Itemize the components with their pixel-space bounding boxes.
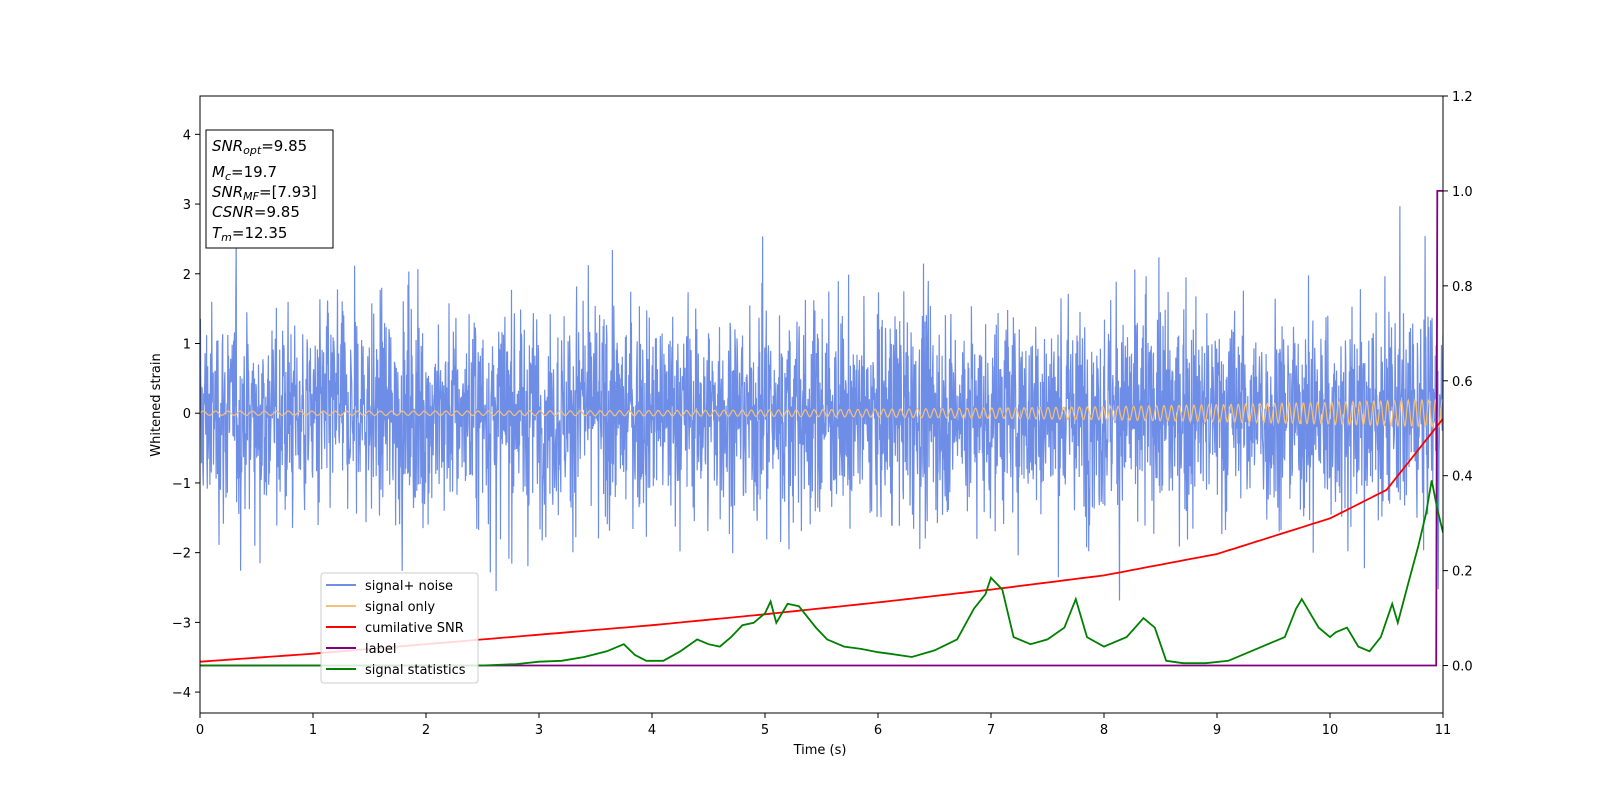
legend-label-signal-plus-noise: signal+ noise — [365, 579, 453, 594]
legend-label-label: label — [365, 642, 396, 657]
y-tick-label: 0 — [183, 407, 191, 422]
y2-tick-label: 0.2 — [1452, 565, 1473, 580]
x-tick-label: 3 — [535, 723, 543, 738]
series-label — [200, 190, 1443, 667]
x-tick-label: 8 — [1100, 723, 1108, 738]
x-axis: 0 1 2 3 4 5 6 7 8 9 10 11 — [196, 713, 1451, 738]
series-signal-plus-noise — [200, 206, 1443, 601]
y-tick-label: −3 — [172, 616, 191, 631]
legend-label-cumulative-snr: cumilative SNR — [365, 621, 464, 636]
y2-tick-label: 1.0 — [1452, 185, 1473, 200]
y-tick-label: −1 — [172, 477, 191, 492]
x-tick-label: 11 — [1435, 723, 1452, 738]
y-axis-right: 1.2 1.0 0.8 0.6 0.4 0.2 0.0 — [1443, 90, 1473, 675]
y-tick-label: −4 — [172, 686, 191, 701]
y-tick-label: 3 — [183, 198, 191, 213]
x-tick-label: 7 — [987, 723, 995, 738]
annotation-snr-mf: SNRMF=[7.93] — [212, 183, 317, 203]
x-tick-label: 2 — [422, 723, 430, 738]
metrics-annotation: SNRopt=9.85 Mc=19.7 SNRMF=[7.93] CSNR=9.… — [205, 129, 334, 249]
legend-label-signal-only: signal only — [365, 600, 435, 615]
y2-tick-label: 0.6 — [1452, 375, 1473, 390]
annotation-snr-opt: SNRopt=9.85 — [212, 137, 307, 157]
x-tick-label: 6 — [874, 723, 882, 738]
y-tick-label: −2 — [172, 547, 191, 562]
x-tick-label: 9 — [1213, 723, 1221, 738]
annotation-box — [205, 129, 334, 249]
series-signal-statistics — [200, 480, 1443, 667]
y2-tick-label: 0.4 — [1452, 470, 1473, 485]
signal-plus-noise-line — [200, 206, 1443, 601]
signal-statistics-line — [200, 480, 1443, 667]
y2-tick-label: 0.0 — [1452, 660, 1473, 675]
x-tick-label: 1 — [309, 723, 317, 738]
x-tick-label: 10 — [1322, 723, 1339, 738]
label-line — [200, 190, 1443, 667]
y2-tick-label: 1.2 — [1452, 90, 1473, 105]
x-tick-label: 5 — [761, 723, 769, 738]
legend-frame — [320, 572, 479, 684]
signal-only-line — [200, 398, 1443, 429]
y2-tick-label: 0.8 — [1452, 280, 1473, 295]
y-tick-label: 4 — [183, 128, 191, 143]
x-tick-label: 4 — [648, 723, 656, 738]
x-tick-label: 0 — [196, 723, 204, 738]
legend-label-signal-statistics: signal statistics — [365, 663, 466, 678]
annotation-mc: Mc=19.7 — [212, 163, 277, 183]
y-tick-label: 2 — [183, 268, 191, 283]
x-axis-label: Time (s) — [793, 743, 847, 758]
annotation-csnr: CSNR=9.85 — [212, 203, 300, 221]
legend: signal+ noise signal only cumilative SNR… — [320, 572, 479, 684]
plot-frame — [199, 95, 1444, 714]
annotation-tm: Tm=12.35 — [212, 224, 287, 244]
series-signal-only — [200, 398, 1443, 429]
y-tick-label: 1 — [183, 337, 191, 352]
y-axis-label: Whitened strain — [149, 353, 164, 456]
y-axis-left: 4 3 2 1 0 −1 −2 −3 −4 — [172, 128, 200, 701]
